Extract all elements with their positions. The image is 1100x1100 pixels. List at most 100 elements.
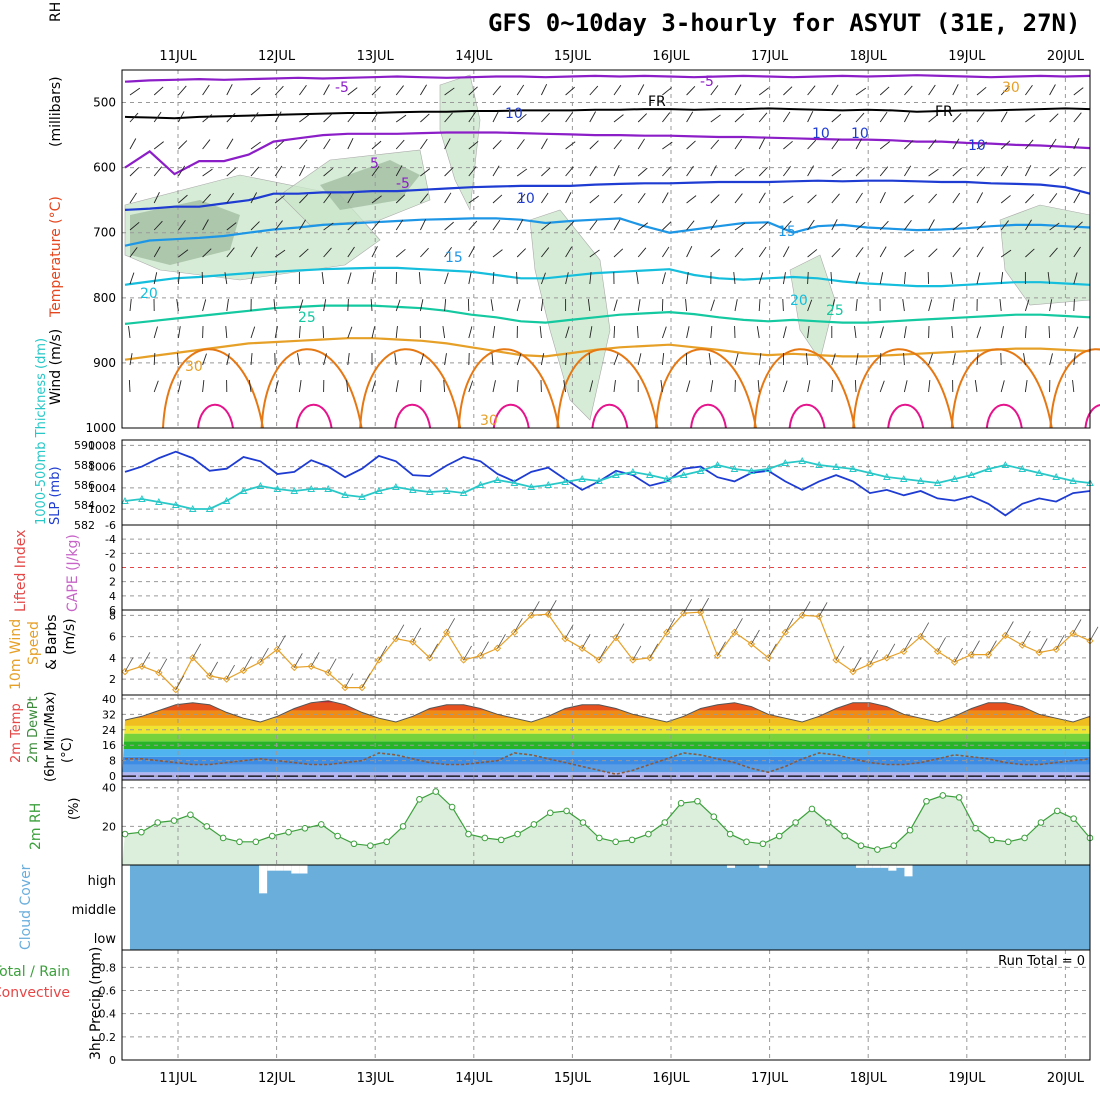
temp-tick-label: 16 xyxy=(102,739,116,752)
wind-barb xyxy=(805,353,809,366)
wind10-barb xyxy=(751,629,760,645)
wind10-barb xyxy=(886,643,896,659)
wind-barb xyxy=(491,353,494,366)
rh2m-point xyxy=(268,832,276,840)
thickness-point xyxy=(493,475,502,483)
wind-barb xyxy=(128,379,131,393)
wind10-barb xyxy=(344,673,354,688)
wind10-barb xyxy=(412,627,422,643)
wind10-point xyxy=(730,628,739,637)
thickness-point xyxy=(832,462,840,470)
rh2m-point xyxy=(808,805,816,813)
wind-barb xyxy=(1024,380,1028,393)
wind-barb xyxy=(248,380,252,393)
isotherm-surface-loop-hot xyxy=(591,403,629,429)
wind-barb xyxy=(904,111,911,123)
wind10-point xyxy=(1069,629,1077,638)
wind10-barb xyxy=(683,598,693,614)
wind-barb xyxy=(662,246,670,258)
rh2m-point xyxy=(236,838,243,846)
rh2m-area xyxy=(122,791,1090,865)
cloud-level-label: low xyxy=(94,932,117,947)
wind-barb xyxy=(636,325,639,339)
wind-barb xyxy=(274,140,285,150)
wind-barb xyxy=(395,326,398,339)
temp-ylabel-group: 2m Temp 2m DewPt (6hr Min/Max) (°C) xyxy=(9,692,75,782)
li-ylabel: Lifted Index xyxy=(13,530,29,612)
wind10-point xyxy=(121,667,129,676)
wind-barb xyxy=(299,139,308,150)
rh2m-point xyxy=(399,823,407,830)
wind-barb xyxy=(202,114,213,123)
precip-ylabel-group: 3hr Precip (mm) xyxy=(88,947,104,1060)
wind-barb xyxy=(202,248,212,258)
wind-barb xyxy=(371,111,379,123)
date-label-bottom: 17JUL xyxy=(751,1071,789,1086)
isotherm-surface-loop-hot xyxy=(295,403,333,429)
cloud-high-gap xyxy=(275,865,284,871)
thickness-point xyxy=(730,464,739,472)
panel-frame-precip xyxy=(121,949,1091,1061)
panel-frame-upper xyxy=(121,69,1091,429)
wind-barb xyxy=(419,379,422,393)
wind-barb xyxy=(202,299,207,312)
wind-barb xyxy=(178,220,186,231)
wind-barb xyxy=(756,326,760,339)
isotherm-label: -5 xyxy=(335,80,349,96)
thickness-point xyxy=(324,484,333,492)
wind-barb xyxy=(1073,298,1075,312)
wind-barb xyxy=(202,193,211,204)
wind-barb xyxy=(783,111,791,123)
wind-barb xyxy=(613,353,619,366)
wind-barb xyxy=(395,219,404,231)
wind-barb xyxy=(250,221,260,231)
wind-barb xyxy=(347,112,356,123)
wind-barb xyxy=(565,221,575,231)
wind-tick-label: 2 xyxy=(109,673,116,686)
cloud-high-gap xyxy=(856,865,865,868)
wind-barb xyxy=(321,272,325,285)
thickness-point xyxy=(612,470,620,478)
wind-barb xyxy=(1000,85,1010,96)
wind10-point xyxy=(967,650,976,659)
wind10-barb xyxy=(141,652,151,667)
wind-barb xyxy=(274,195,285,204)
wind10-barb xyxy=(835,645,845,661)
wind10-point xyxy=(222,675,231,683)
rh2m-point xyxy=(1070,815,1077,822)
wind-barb xyxy=(686,195,697,204)
slp-tick-label: 1006 xyxy=(88,461,116,474)
wind10-barb xyxy=(327,658,337,673)
wind-barb xyxy=(444,87,455,96)
thickness-point xyxy=(899,474,908,482)
temp-band xyxy=(122,718,1090,726)
wind-barb xyxy=(1000,380,1005,393)
wind-barb xyxy=(516,380,519,393)
date-label-top: 17JUL xyxy=(751,49,789,64)
isotherm-surface-loop xyxy=(457,348,560,429)
wind-barb xyxy=(661,353,665,366)
wind-barb xyxy=(274,249,286,258)
rh2m-point xyxy=(416,796,423,803)
wind-barb xyxy=(394,353,397,366)
wind-barb xyxy=(734,84,742,96)
wind-barb xyxy=(1073,166,1083,177)
isotherm-20 xyxy=(124,266,1091,288)
thickness-point xyxy=(815,460,823,468)
wind-barb xyxy=(903,352,905,366)
thickness-tick-label: 582 xyxy=(74,519,95,532)
temp-ylabel: 2m Temp xyxy=(9,703,24,763)
wind-barb xyxy=(274,111,282,123)
rh2m-point xyxy=(301,824,309,832)
rh2m-point xyxy=(219,834,227,842)
wind-barb xyxy=(710,326,713,339)
wind-barb xyxy=(492,271,495,285)
isotherm-label: 10 xyxy=(812,126,830,142)
wind-barb xyxy=(613,325,616,339)
panel-frame-wind xyxy=(121,609,1091,696)
wind-barb xyxy=(710,219,718,231)
wind10-barb xyxy=(598,645,608,661)
isotherm-label: 30 xyxy=(185,359,203,375)
wind10-barb xyxy=(547,600,557,615)
wind10-point xyxy=(883,654,891,662)
